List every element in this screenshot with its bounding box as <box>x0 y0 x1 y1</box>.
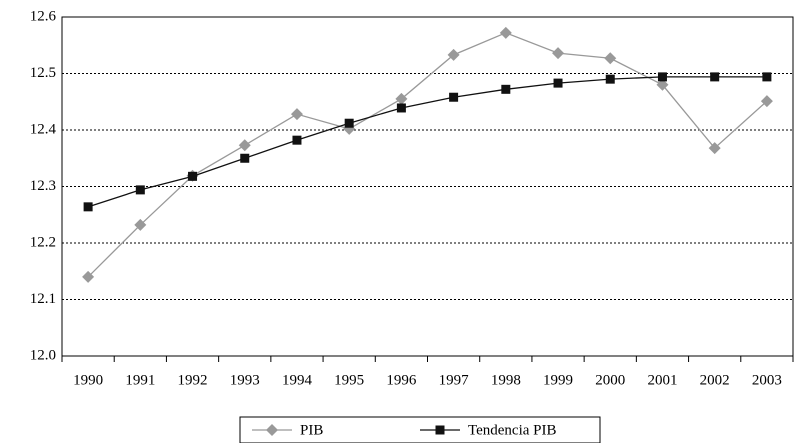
y-tick-label: 12.6 <box>30 8 57 24</box>
marker <box>238 139 251 152</box>
y-tick-label: 12.4 <box>30 121 57 137</box>
x-tick-label: 2003 <box>752 372 782 388</box>
legend-label: PIB <box>300 422 323 438</box>
marker <box>240 153 250 163</box>
x-tick-label: 1993 <box>230 372 260 388</box>
marker <box>395 92 408 105</box>
marker <box>553 78 563 88</box>
series <box>83 72 772 212</box>
marker <box>656 78 669 91</box>
series <box>82 26 773 283</box>
x-tick-label: 1998 <box>491 372 521 388</box>
marker <box>134 218 147 231</box>
marker <box>396 103 406 113</box>
y-tick-label: 12.5 <box>30 65 56 81</box>
x-tick-label: 1995 <box>334 372 364 388</box>
marker <box>290 108 303 121</box>
marker <box>188 171 198 181</box>
marker <box>501 84 511 94</box>
x-tick-label: 1990 <box>73 372 103 388</box>
y-tick-label: 12.3 <box>30 178 56 194</box>
y-tick-label: 12.1 <box>30 291 56 307</box>
x-tick-label: 2002 <box>700 372 730 388</box>
marker <box>292 135 302 145</box>
x-tick-label: 1999 <box>543 372 573 388</box>
marker <box>344 118 354 128</box>
marker <box>708 142 721 155</box>
x-tick-label: 1996 <box>386 372 417 388</box>
x-tick-label: 1997 <box>439 372 470 388</box>
marker <box>760 95 773 108</box>
series-line <box>87 32 768 278</box>
marker <box>266 424 278 436</box>
marker <box>449 92 459 102</box>
marker <box>499 26 512 39</box>
y-tick-label: 12.0 <box>30 347 56 363</box>
y-tick-label: 12.2 <box>30 234 56 250</box>
marker <box>710 72 720 82</box>
x-tick-label: 1994 <box>282 372 313 388</box>
x-tick-label: 2000 <box>595 372 625 388</box>
x-tick-label: 2001 <box>647 372 677 388</box>
marker <box>447 48 460 61</box>
marker <box>762 72 772 82</box>
series-line <box>87 76 767 208</box>
marker <box>435 425 445 435</box>
marker <box>552 47 565 60</box>
marker <box>657 72 667 82</box>
x-tick-label: 1992 <box>178 372 208 388</box>
legend-label: Tendencia PIB <box>468 422 557 438</box>
marker <box>135 185 145 195</box>
x-tick-label: 1991 <box>125 372 155 388</box>
marker <box>604 52 617 65</box>
marker <box>83 202 93 212</box>
marker <box>605 74 615 84</box>
marker <box>82 270 95 283</box>
